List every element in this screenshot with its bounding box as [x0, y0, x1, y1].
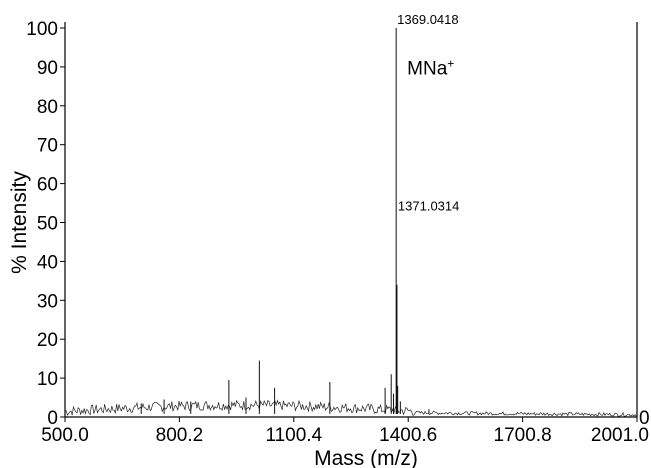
y-tick-label: 40 — [37, 252, 58, 273]
mna-annotation-text: MNa — [407, 59, 448, 80]
mna-annotation-sup: + — [447, 57, 454, 71]
x-tick-label: 500.0 — [41, 425, 89, 446]
peak-label: 1371.0314 — [398, 199, 459, 214]
x-tick-label: 800.2 — [156, 425, 204, 446]
y-tick-label: 70 — [37, 136, 58, 157]
peak-label: 1369.0418 — [397, 12, 458, 27]
y-axis-ticks: 0 10 20 30 40 50 60 70 80 90 100 — [26, 19, 65, 429]
x-tick-label: 1100.4 — [265, 425, 322, 446]
y-tick-label: 50 — [37, 214, 58, 235]
x-axis-title: Mass (m/z) — [314, 447, 418, 468]
y-tick-label: 0 — [47, 408, 58, 429]
y-tick-label: 80 — [37, 97, 58, 118]
y-tick-label: 20 — [37, 330, 58, 351]
right-axis-label: 0 — [639, 408, 650, 429]
x-tick-label: 1400.6 — [379, 425, 437, 446]
y-axis-title: % Intensity — [8, 171, 31, 274]
x-axis-ticks: 500.0 800.2 1100.4 1400.6 1700.8 2001.0 — [41, 417, 649, 446]
y-tick-label: 100 — [26, 19, 58, 40]
y-tick-label: 60 — [37, 175, 58, 196]
spectrum-baseline-trace — [64, 399, 637, 417]
y-tick-label: 30 — [37, 291, 58, 312]
x-tick-label: 1700.8 — [494, 425, 552, 446]
x-tick-label: 2001.0 — [591, 425, 649, 446]
mna-annotation: MNa+ — [407, 57, 454, 80]
y-tick-label: 10 — [37, 369, 58, 390]
spectrum-peaks — [140, 28, 430, 414]
peak-labels: 1369.0418 1371.0314 — [397, 12, 459, 214]
y-tick-label: 90 — [37, 58, 58, 79]
